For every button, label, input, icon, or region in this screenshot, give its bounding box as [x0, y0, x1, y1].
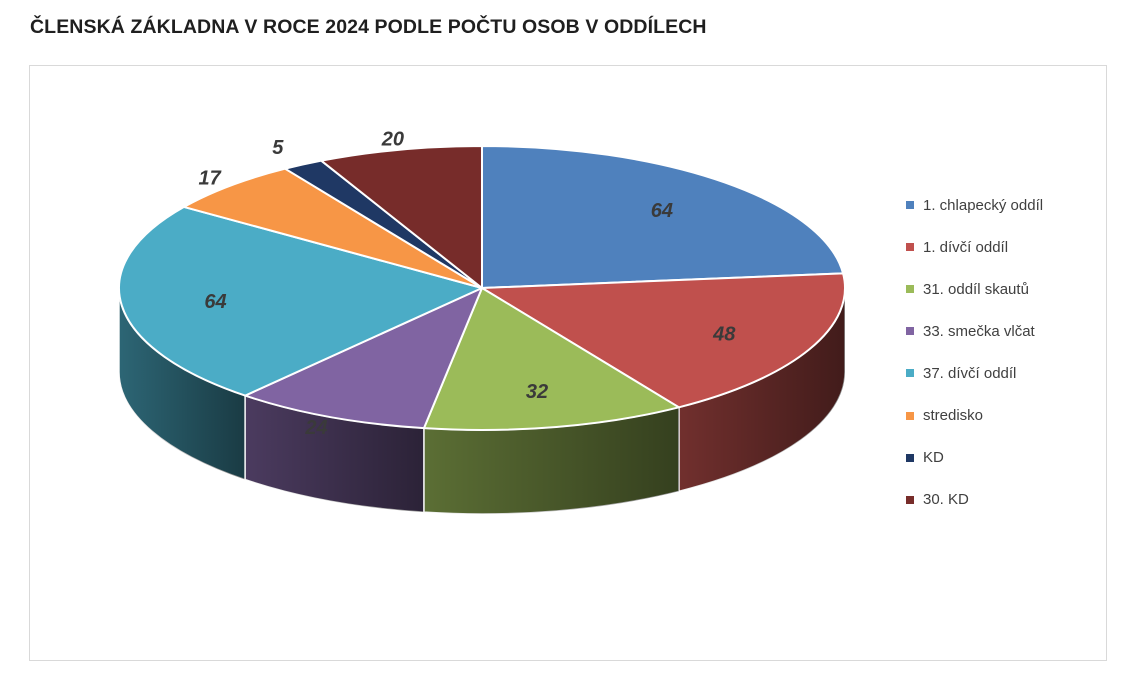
data-label-0: 64	[651, 200, 673, 222]
legend-swatch	[906, 453, 914, 462]
pie-slice-1	[481, 272, 846, 409]
pie-slice-7	[320, 145, 483, 289]
legend-swatch	[906, 327, 914, 336]
pie-slices	[118, 145, 846, 431]
data-label-6: 5	[272, 137, 284, 159]
legend: 1. chlapecký oddíl 1. dívčí oddíl 31. oddí…	[906, 184, 1043, 521]
chart-area	[29, 65, 1107, 661]
pie-slice-4	[118, 205, 483, 397]
legend-swatch	[906, 243, 914, 252]
slice-side-shade-1	[678, 288, 845, 492]
legend-label: 37. dívčí oddíl	[923, 364, 1017, 382]
legend-label: 30. KD	[923, 491, 969, 509]
data-label-4: 64	[204, 291, 226, 313]
data-label-2: 32	[526, 381, 548, 403]
legend-swatch	[906, 201, 914, 210]
legend-label: 33. smečka vlčat	[923, 322, 1035, 340]
data-label-1: 48	[712, 323, 736, 345]
data-label-3: 24	[304, 417, 327, 439]
legend-label: 1. chlapecký oddíl	[923, 196, 1044, 214]
legend-label: 31. oddíl skautů	[923, 280, 1029, 298]
legend-swatch	[906, 369, 914, 378]
legend-swatch	[906, 285, 914, 294]
data-label-7: 20	[381, 129, 404, 151]
legend-label: KD	[923, 449, 944, 467]
legend-item: 1. dívčí oddíl	[906, 226, 1043, 268]
pie-slice-2	[422, 287, 680, 431]
data-label-5: 17	[198, 168, 221, 190]
pie-slice-0	[481, 145, 845, 289]
legend-label: stredisko	[923, 407, 984, 425]
pie-slice-3	[244, 287, 483, 430]
chart-title: ČLENSKÁ ZÁKLADNA V ROCE 2024 PODLE POČTU…	[30, 16, 707, 38]
legend-item: 33. smečka vlčat	[906, 310, 1043, 352]
legend-item: KD	[906, 437, 1043, 479]
legend-swatch	[906, 411, 914, 420]
pie-slice-5	[182, 167, 483, 289]
legend-item: stredisko	[906, 394, 1043, 436]
legend-swatch	[906, 495, 914, 504]
legend-item: 1. chlapecký oddíl	[906, 184, 1043, 226]
data-labels: 64 48 32 24 64 17 5 20	[198, 129, 736, 439]
legend-item: 31. oddíl skautů	[906, 268, 1043, 310]
legend-item: 37. dívčí oddíl	[906, 352, 1043, 394]
legend-item: 30. KD	[906, 479, 1043, 521]
legend-label: 1. dívčí oddíl	[923, 238, 1009, 256]
slice-side-shade-2	[423, 407, 679, 514]
slice-side-shade-4	[119, 288, 246, 480]
